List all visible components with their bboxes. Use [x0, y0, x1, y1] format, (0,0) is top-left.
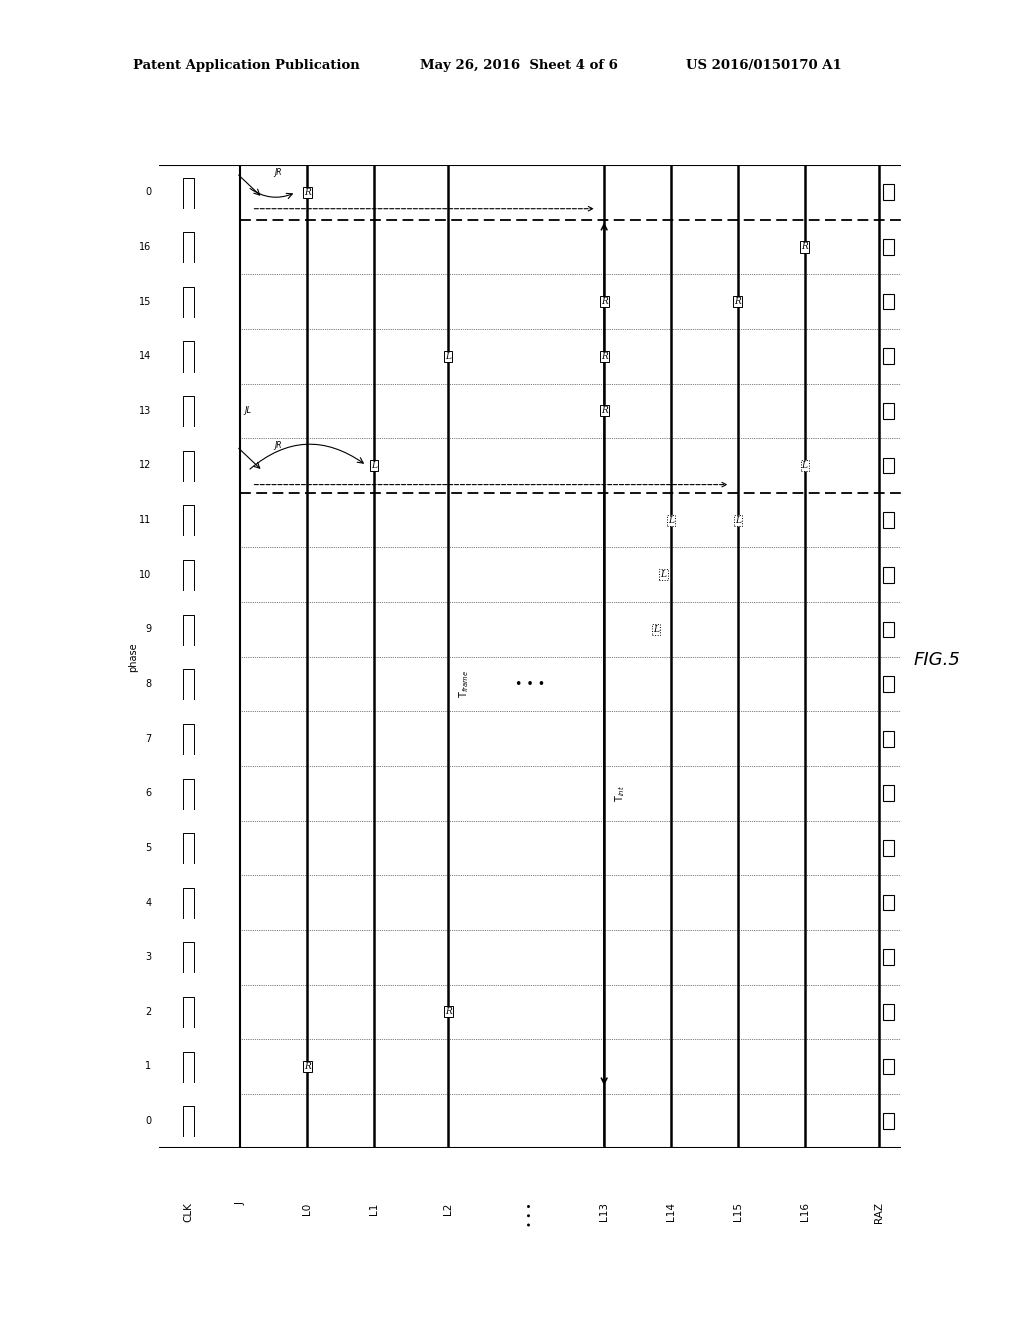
Text: phase: phase	[128, 642, 138, 672]
FancyBboxPatch shape	[883, 294, 894, 309]
Text: R: R	[601, 297, 607, 306]
FancyBboxPatch shape	[883, 512, 894, 528]
Text: R: R	[801, 243, 808, 251]
Text: JL: JL	[244, 407, 251, 416]
Text: L: L	[371, 461, 377, 470]
FancyBboxPatch shape	[883, 785, 894, 801]
Text: 0: 0	[145, 187, 152, 197]
Text: 9: 9	[145, 624, 152, 635]
Text: 1: 1	[145, 1061, 152, 1072]
FancyBboxPatch shape	[883, 348, 894, 364]
Text: L16: L16	[800, 1203, 810, 1221]
Text: R: R	[601, 351, 607, 360]
Text: L: L	[668, 516, 674, 524]
Text: • • •: • • •	[525, 1203, 535, 1228]
Text: RAZ: RAZ	[873, 1203, 884, 1224]
Text: R: R	[304, 187, 310, 197]
FancyBboxPatch shape	[883, 403, 894, 418]
Text: 13: 13	[139, 405, 152, 416]
Text: May 26, 2016  Sheet 4 of 6: May 26, 2016 Sheet 4 of 6	[420, 59, 617, 73]
Text: 8: 8	[145, 678, 152, 689]
Text: • • •: • • •	[515, 677, 545, 690]
Text: 7: 7	[145, 734, 152, 743]
FancyBboxPatch shape	[883, 895, 894, 911]
FancyBboxPatch shape	[883, 840, 894, 855]
Text: L13: L13	[599, 1203, 609, 1221]
Text: 16: 16	[139, 242, 152, 252]
FancyBboxPatch shape	[883, 1005, 894, 1019]
Text: L: L	[653, 624, 659, 634]
Text: R: R	[734, 297, 741, 306]
Text: L1: L1	[369, 1203, 379, 1214]
Text: L: L	[802, 461, 808, 470]
FancyBboxPatch shape	[883, 676, 894, 692]
Text: J: J	[236, 1203, 246, 1205]
Text: FIG.5: FIG.5	[913, 651, 961, 669]
Text: US 2016/0150170 A1: US 2016/0150170 A1	[686, 59, 842, 73]
Text: 0: 0	[145, 1117, 152, 1126]
Text: 2: 2	[145, 1007, 152, 1016]
Text: 15: 15	[139, 297, 152, 306]
Text: 12: 12	[139, 461, 152, 470]
FancyBboxPatch shape	[883, 949, 894, 965]
Text: T$_{frame}$: T$_{frame}$	[457, 671, 471, 698]
Text: L: L	[735, 516, 740, 524]
Text: L: L	[660, 570, 667, 579]
Text: R: R	[304, 1063, 310, 1071]
Text: L14: L14	[666, 1203, 676, 1221]
Text: JR: JR	[273, 168, 282, 177]
Text: Patent Application Publication: Patent Application Publication	[133, 59, 359, 73]
Text: L15: L15	[733, 1203, 742, 1221]
FancyBboxPatch shape	[883, 1059, 894, 1074]
Text: 6: 6	[145, 788, 152, 799]
Text: 5: 5	[145, 843, 152, 853]
Text: L: L	[445, 351, 452, 360]
FancyBboxPatch shape	[883, 622, 894, 638]
FancyBboxPatch shape	[883, 566, 894, 582]
FancyBboxPatch shape	[883, 1113, 894, 1129]
Text: 10: 10	[139, 570, 152, 579]
FancyBboxPatch shape	[883, 239, 894, 255]
Text: 3: 3	[145, 952, 152, 962]
FancyBboxPatch shape	[883, 731, 894, 747]
Text: T$_{int}$: T$_{int}$	[613, 784, 627, 801]
Text: L2: L2	[443, 1203, 454, 1214]
Text: 14: 14	[139, 351, 152, 362]
Text: JR: JR	[273, 441, 282, 450]
Text: CLK: CLK	[183, 1203, 194, 1222]
Text: R: R	[601, 407, 607, 416]
FancyBboxPatch shape	[883, 185, 894, 201]
Text: L0: L0	[302, 1203, 312, 1214]
Text: 4: 4	[145, 898, 152, 908]
FancyBboxPatch shape	[883, 458, 894, 474]
Text: 11: 11	[139, 515, 152, 525]
Text: R: R	[444, 1007, 452, 1016]
